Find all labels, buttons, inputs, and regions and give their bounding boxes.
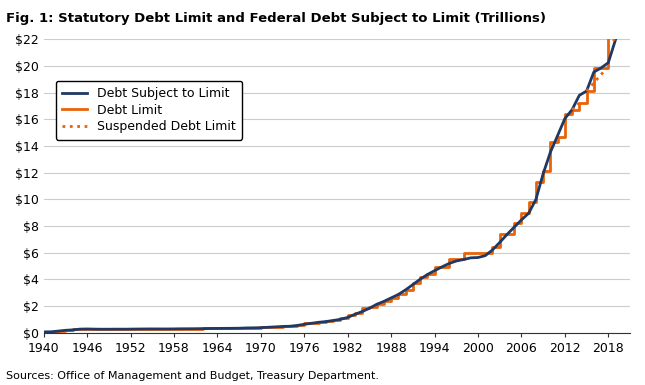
Text: Sources: Office of Management and Budget, Treasury Department.: Sources: Office of Management and Budget…	[6, 371, 379, 381]
Legend: Debt Subject to Limit, Debt Limit, Suspended Debt Limit: Debt Subject to Limit, Debt Limit, Suspe…	[56, 81, 242, 140]
Text: Fig. 1: Statutory Debt Limit and Federal Debt Subject to Limit (Trillions): Fig. 1: Statutory Debt Limit and Federal…	[6, 12, 546, 25]
